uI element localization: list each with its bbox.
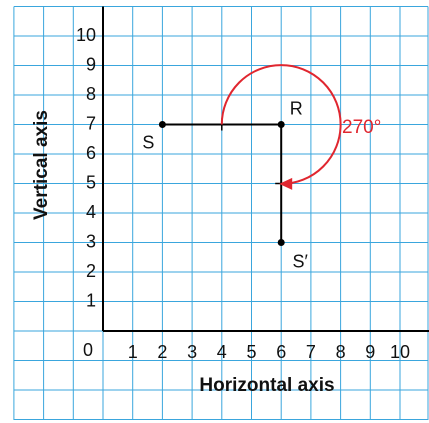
point-label: S bbox=[142, 132, 154, 152]
x-tick-label: 2 bbox=[157, 342, 167, 362]
y-axis-label: Vertical axis bbox=[31, 110, 52, 220]
point bbox=[158, 121, 166, 128]
arrowhead bbox=[279, 177, 293, 190]
x-tick-label: 5 bbox=[246, 342, 256, 362]
x-tick-label: 8 bbox=[336, 342, 346, 362]
y-tick-label: 2 bbox=[86, 261, 96, 281]
rotation-arc bbox=[220, 64, 342, 185]
y-tick-label: 5 bbox=[86, 172, 96, 192]
x-axis-label: Horizontal axis bbox=[199, 375, 334, 396]
point bbox=[277, 121, 285, 128]
y-tick-label: 7 bbox=[86, 113, 96, 133]
x-tick-label: 6 bbox=[276, 342, 286, 362]
y-tick-label: 3 bbox=[86, 231, 96, 251]
y-tick-label: 9 bbox=[86, 54, 96, 74]
x-tick-label: 10 bbox=[390, 342, 410, 362]
rotation-label: 270° bbox=[342, 117, 381, 138]
grid bbox=[13, 6, 429, 420]
y-tick-label: 6 bbox=[86, 143, 96, 163]
x-tick-label: 7 bbox=[306, 342, 316, 362]
y-tick-label: 4 bbox=[86, 202, 96, 222]
point bbox=[277, 239, 285, 246]
point-label: R bbox=[290, 98, 303, 118]
x-tick-label: 4 bbox=[217, 342, 227, 362]
origin-label: 0 bbox=[83, 340, 93, 360]
x-tick-label: 3 bbox=[187, 342, 197, 362]
point-label: S′ bbox=[293, 251, 309, 271]
y-tick-label: 10 bbox=[76, 25, 96, 45]
y-tick-label: 1 bbox=[86, 290, 96, 310]
x-tick-label: 9 bbox=[365, 342, 375, 362]
y-tick-label: 8 bbox=[86, 84, 96, 104]
x-tick-label: 1 bbox=[128, 342, 138, 362]
